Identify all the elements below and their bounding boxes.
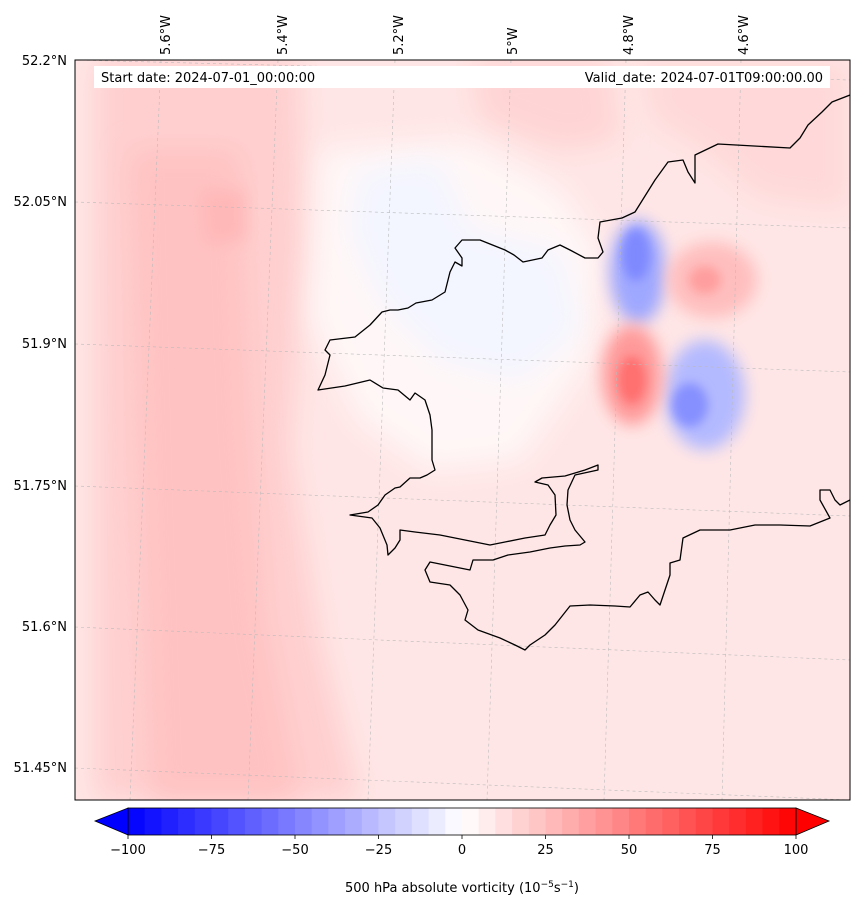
colorbar-cell [578,808,597,835]
colorbar-cell [612,808,630,835]
colorbar-title-exp2: −1 [561,880,574,890]
colorbar-cell [779,808,797,835]
colorbar-cell [311,808,329,835]
colorbar-title-unit: s [554,881,561,896]
colorbar-title-exp1: −5 [541,880,554,890]
negative-vorticity-north-core [622,229,650,281]
colorbar: −100 −75 −50 −25 0 25 50 75 100 500 hPa absolute… [93,807,831,896]
colorbar-title-end: ) [574,881,579,896]
colorbar-cell [411,808,430,835]
vorticity-western-spot [200,190,245,245]
positive-vorticity-northeast-inner [689,266,721,294]
lat-label: 51.9°N [22,337,67,352]
colorbar-cell [595,808,613,835]
colorbar-cell [378,808,396,835]
lon-label: 5.4°W [276,15,291,55]
colorbar-title-main: 500 hPa absolute vorticity (10 [345,881,541,896]
latitude-labels: 52.2°N 52.05°N 51.9°N 51.75°N 51.6°N 51.… [14,54,67,776]
colorbar-cell [345,808,363,835]
colorbar-cell [261,808,279,835]
colorbar-cell [228,808,246,835]
colorbar-tick-label: −25 [365,843,392,858]
colorbar-tick-label: −50 [281,843,308,858]
colorbar-ticks: −100 −75 −50 −25 0 25 50 75 100 [110,835,808,858]
colorbar-cell [211,808,229,835]
colorbar-cell [629,808,647,835]
valid-date-label: Valid_date: 2024-07-01T09:00:00.00 [585,71,823,86]
colorbar-cell [328,808,346,835]
colorbar-cell [161,808,179,835]
vorticity-light-blue-region [350,160,580,380]
lon-label: 4.8°W [622,15,637,55]
colorbar-cell [645,808,663,835]
positive-vorticity-core-inner [618,356,646,404]
colorbar-cell [545,808,563,835]
colorbar-cell [278,808,296,835]
colorbar-tick-label: −100 [110,843,146,858]
lon-label: 5.2°W [392,15,407,55]
lon-label: 5°W [506,27,521,55]
info-box [94,66,830,88]
colorbar-title: 500 hPa absolute vorticity (10−5s−1) [345,880,579,896]
map-panel: Start date: 2024-07-01_00:00:00 Valid_da… [75,60,850,800]
colorbar-tick-label: 75 [704,843,721,858]
colorbar-tick-label: 25 [537,843,554,858]
colorbar-tick-label: −75 [198,843,225,858]
lon-label: 5.6°W [159,15,174,55]
lon-label: 4.6°W [737,15,752,55]
colorbar-cell [745,808,764,835]
lat-label: 51.45°N [14,761,67,776]
colorbar-cell [495,808,513,835]
colorbar-cell [562,808,580,835]
colorbar-cells [128,808,797,835]
vorticity-northeast-patch [640,60,850,210]
colorbar-cell [512,808,530,835]
colorbar-cell [361,808,380,835]
colorbar-cell [445,808,463,835]
colorbar-cell [679,808,697,835]
colorbar-cell [528,808,547,835]
lat-label: 51.6°N [22,620,67,635]
longitude-labels: 5.6°W 5.4°W 5.2°W 5°W 4.8°W 4.6°W [159,15,752,55]
colorbar-cell [695,808,714,835]
colorbar-cell [144,808,162,835]
lat-label: 51.75°N [14,479,67,494]
colorbar-cell [762,808,780,835]
colorbar-cell [729,808,747,835]
coastline [317,94,850,651]
colorbar-cell [244,808,263,835]
colorbar-tick-label: 50 [621,843,638,858]
colorbar-extend-low [93,807,129,836]
start-date-label: Start date: 2024-07-01_00:00:00 [101,71,315,86]
lat-label: 52.2°N [22,54,67,69]
colorbar-cell [428,808,446,835]
colorbar-cell [478,808,496,835]
colorbar-cell [395,808,413,835]
colorbar-cell [712,808,730,835]
lat-label: 52.05°N [14,195,67,210]
vorticity-western-core [130,150,300,800]
colorbar-cell [128,808,146,835]
colorbar-cell [194,808,213,835]
colorbar-cell [662,808,680,835]
map-frame [74,59,851,801]
colorbar-extend-high [795,807,831,836]
colorbar-cell [178,808,196,835]
colorbar-cell [462,808,480,835]
colorbar-tick-label: 0 [458,843,466,858]
negative-vorticity-south-core [672,383,708,427]
colorbar-tick-label: 100 [784,843,809,858]
colorbar-cell [295,808,313,835]
